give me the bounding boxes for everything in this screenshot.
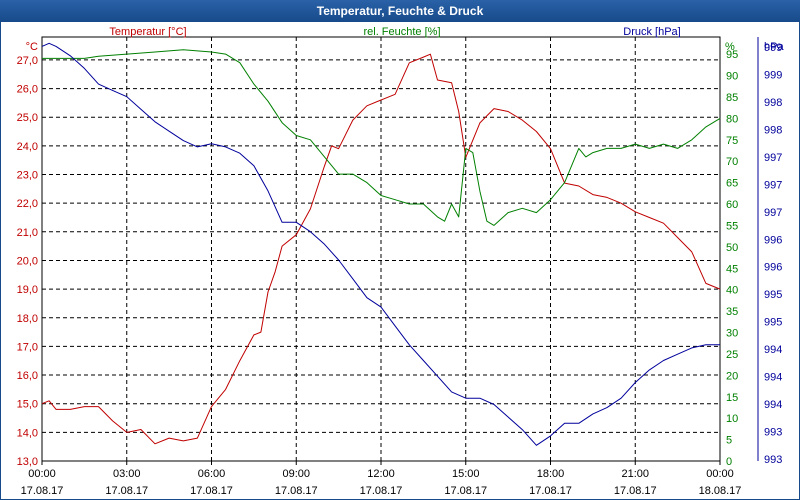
- pressure-tick-label: 994: [764, 344, 782, 356]
- x-tick-label-date: 17.08.17: [275, 485, 318, 497]
- x-tick-label-date: 17.08.17: [529, 485, 572, 497]
- humidity-tick-label: 40: [726, 285, 738, 297]
- humidity-series-line: [42, 49, 721, 226]
- humidity-tick-label: 90: [726, 71, 738, 83]
- x-tick-label-time: 00:00: [706, 468, 734, 480]
- pressure-tick-label: 999: [764, 69, 782, 81]
- pressure-tick-label: 994: [764, 399, 782, 411]
- window-frame-left: [0, 22, 1, 500]
- temperature-tick-label: 24,0: [17, 141, 38, 153]
- pressure-tick-label: 995: [764, 289, 782, 301]
- x-tick-label-date: 17.08.17: [614, 485, 657, 497]
- humidity-tick-label: 65: [726, 178, 738, 190]
- x-tick-label-time: 00:00: [28, 468, 56, 480]
- humidity-tick-label: 95: [726, 49, 738, 61]
- pressure-tick-label: 997: [764, 179, 782, 191]
- pressure-series-line: [41, 42, 720, 446]
- x-tick-label-time: 06:00: [198, 468, 226, 480]
- window-title: Temperatur, Feuchte & Druck: [0, 0, 800, 22]
- pressure-axis-label: Druck [hPa]: [623, 26, 680, 38]
- humidity-tick-label: 45: [726, 263, 738, 275]
- temperature-tick-label: 23,0: [17, 170, 38, 182]
- pressure-tick-label: 993: [764, 454, 782, 466]
- x-tick-label-time: 12:00: [367, 468, 395, 480]
- x-tick-label-time: 09:00: [282, 468, 310, 480]
- humidity-tick-label: 55: [726, 220, 738, 232]
- temperature-tick-label: 16,0: [17, 370, 38, 382]
- pressure-tick-label: 996: [764, 234, 782, 246]
- pressure-tick-label: 999: [764, 42, 782, 54]
- temperature-axis-label: Temperatur [°C]: [109, 26, 186, 38]
- x-tick-label-date: 17.08.17: [105, 485, 148, 497]
- x-tick-label-date: 18.08.17: [699, 485, 742, 497]
- x-tick-label-time: 21:00: [621, 468, 649, 480]
- humidity-tick-label: 10: [726, 413, 738, 425]
- humidity-tick-label: 50: [726, 242, 738, 254]
- pressure-tick-label: 996: [764, 262, 782, 274]
- x-tick-label-date: 17.08.17: [360, 485, 403, 497]
- pressure-tick-label: 998: [764, 97, 782, 109]
- x-tick-label-date: 17.08.17: [190, 485, 233, 497]
- humidity-tick-label: 15: [726, 392, 738, 404]
- humidity-tick-label: 20: [726, 370, 738, 382]
- humidity-tick-label: 5: [726, 435, 732, 447]
- temperature-tick-label: 17,0: [17, 341, 38, 353]
- pressure-unit-label: hPa: [764, 41, 784, 53]
- pressure-tick-label: 993: [764, 427, 782, 439]
- x-tick-label-date: 17.08.17: [21, 485, 64, 497]
- temperature-tick-label: 20,0: [17, 255, 38, 267]
- humidity-tick-label: 80: [726, 113, 738, 125]
- temperature-unit-label: °C: [26, 41, 38, 53]
- pressure-tick-label: 994: [764, 372, 782, 384]
- x-tick-label-time: 15:00: [452, 468, 480, 480]
- temperature-tick-label: 26,0: [17, 84, 38, 96]
- temperature-series-line: [41, 53, 721, 445]
- humidity-tick-label: 70: [726, 156, 738, 168]
- temperature-tick-label: 18,0: [17, 313, 38, 325]
- x-tick-label-time: 18:00: [537, 468, 565, 480]
- x-tick-label-date: 17.08.17: [444, 485, 487, 497]
- x-tick-label-time: 03:00: [113, 468, 141, 480]
- grid-layer: [41, 36, 759, 465]
- axis-layer: Temperatur [°C] rel. Feuchte [%] Druck […: [17, 26, 785, 497]
- temperature-tick-label: 15,0: [17, 399, 38, 411]
- pressure-tick-label: 995: [764, 317, 782, 329]
- pressure-tick-label: 997: [764, 152, 782, 164]
- temperature-tick-label: 22,0: [17, 198, 38, 210]
- series-layer: [41, 42, 721, 446]
- humidity-tick-label: 60: [726, 199, 738, 211]
- temperature-tick-label: 27,0: [17, 55, 38, 67]
- humidity-tick-label: 0: [726, 456, 732, 468]
- humidity-tick-label: 35: [726, 306, 738, 318]
- humidity-tick-label: 30: [726, 328, 738, 340]
- temperature-tick-label: 14,0: [17, 427, 38, 439]
- humidity-tick-label: 75: [726, 135, 738, 147]
- temperature-tick-label: 21,0: [17, 227, 38, 239]
- humidity-tick-label: 25: [726, 349, 738, 361]
- temperature-tick-label: 25,0: [17, 112, 38, 124]
- pressure-tick-label: 997: [764, 207, 782, 219]
- temperature-tick-label: 13,0: [17, 456, 38, 468]
- humidity-unit-label: %: [725, 41, 735, 53]
- temperature-tick-label: 19,0: [17, 284, 38, 296]
- pressure-tick-label: 998: [764, 124, 782, 136]
- humidity-tick-label: 85: [726, 92, 738, 104]
- humidity-axis-label: rel. Feuchte [%]: [363, 26, 440, 38]
